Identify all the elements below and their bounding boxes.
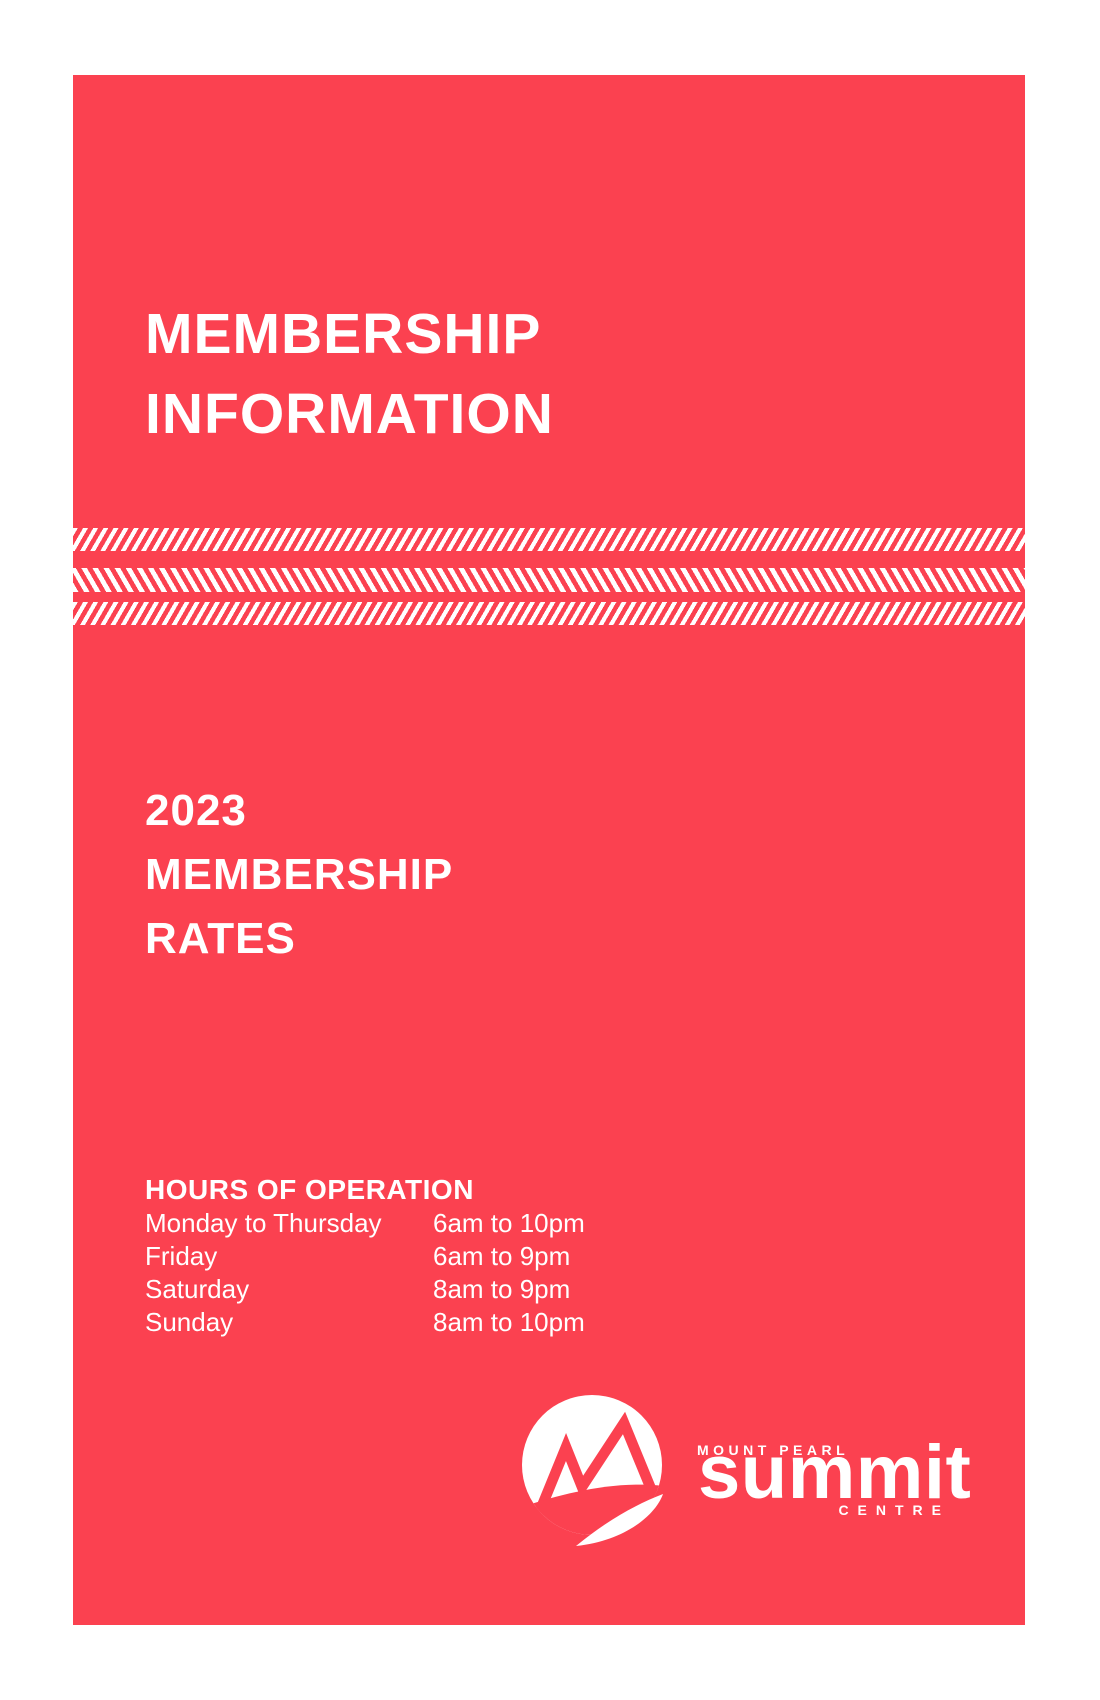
decorative-stripe-row-bottom	[73, 602, 1025, 625]
rates-title-line-3: RATES	[145, 914, 296, 963]
hours-row: Saturday 8am to 9pm	[145, 1273, 585, 1306]
hours-row: Friday 6am to 9pm	[145, 1240, 585, 1273]
hours-row: Sunday 8am to 10pm	[145, 1306, 585, 1339]
hours-time: 8am to 9pm	[433, 1274, 571, 1304]
decorative-stripe-row-middle	[73, 568, 1025, 592]
membership-cover-panel: MEMBERSHIP INFORMATION 2023 MEMBERSHIP R…	[73, 75, 1025, 1625]
decorative-stripe-row-top	[73, 528, 1025, 551]
logo-mount-pearl-text: MOUNT PEARL	[697, 1442, 850, 1458]
rates-title: 2023 MEMBERSHIP RATES	[145, 779, 453, 971]
summit-centre-logo: MOUNT PEARL summit CENTRE	[522, 1395, 1027, 1635]
hours-time: 6am to 9pm	[433, 1241, 571, 1271]
page-title-line-1: MEMBERSHIP	[145, 302, 542, 366]
mountain-m-logo-icon	[522, 1395, 663, 1546]
hours-day: Monday to Thursday	[145, 1208, 382, 1238]
hours-row: Monday to Thursday 6am to 10pm	[145, 1207, 585, 1240]
rates-title-line-2: MEMBERSHIP	[145, 850, 454, 899]
hours-of-operation-section: HOURS OF OPERATION Monday to Thursday 6am…	[145, 1173, 585, 1339]
hours-day: Friday	[145, 1241, 218, 1271]
hours-day: Saturday	[145, 1274, 250, 1304]
hours-heading: HOURS OF OPERATION	[145, 1174, 474, 1205]
page-title: MEMBERSHIP INFORMATION	[145, 294, 554, 454]
logo-summit-text: summit	[698, 1430, 972, 1515]
rates-title-line-1: 2023	[145, 786, 247, 835]
logo-centre-text: CENTRE	[838, 1502, 950, 1518]
page-title-line-2: INFORMATION	[145, 382, 554, 446]
hours-time: 6am to 10pm	[433, 1208, 585, 1238]
hours-day: Sunday	[145, 1307, 234, 1337]
hours-time: 8am to 10pm	[433, 1307, 585, 1337]
